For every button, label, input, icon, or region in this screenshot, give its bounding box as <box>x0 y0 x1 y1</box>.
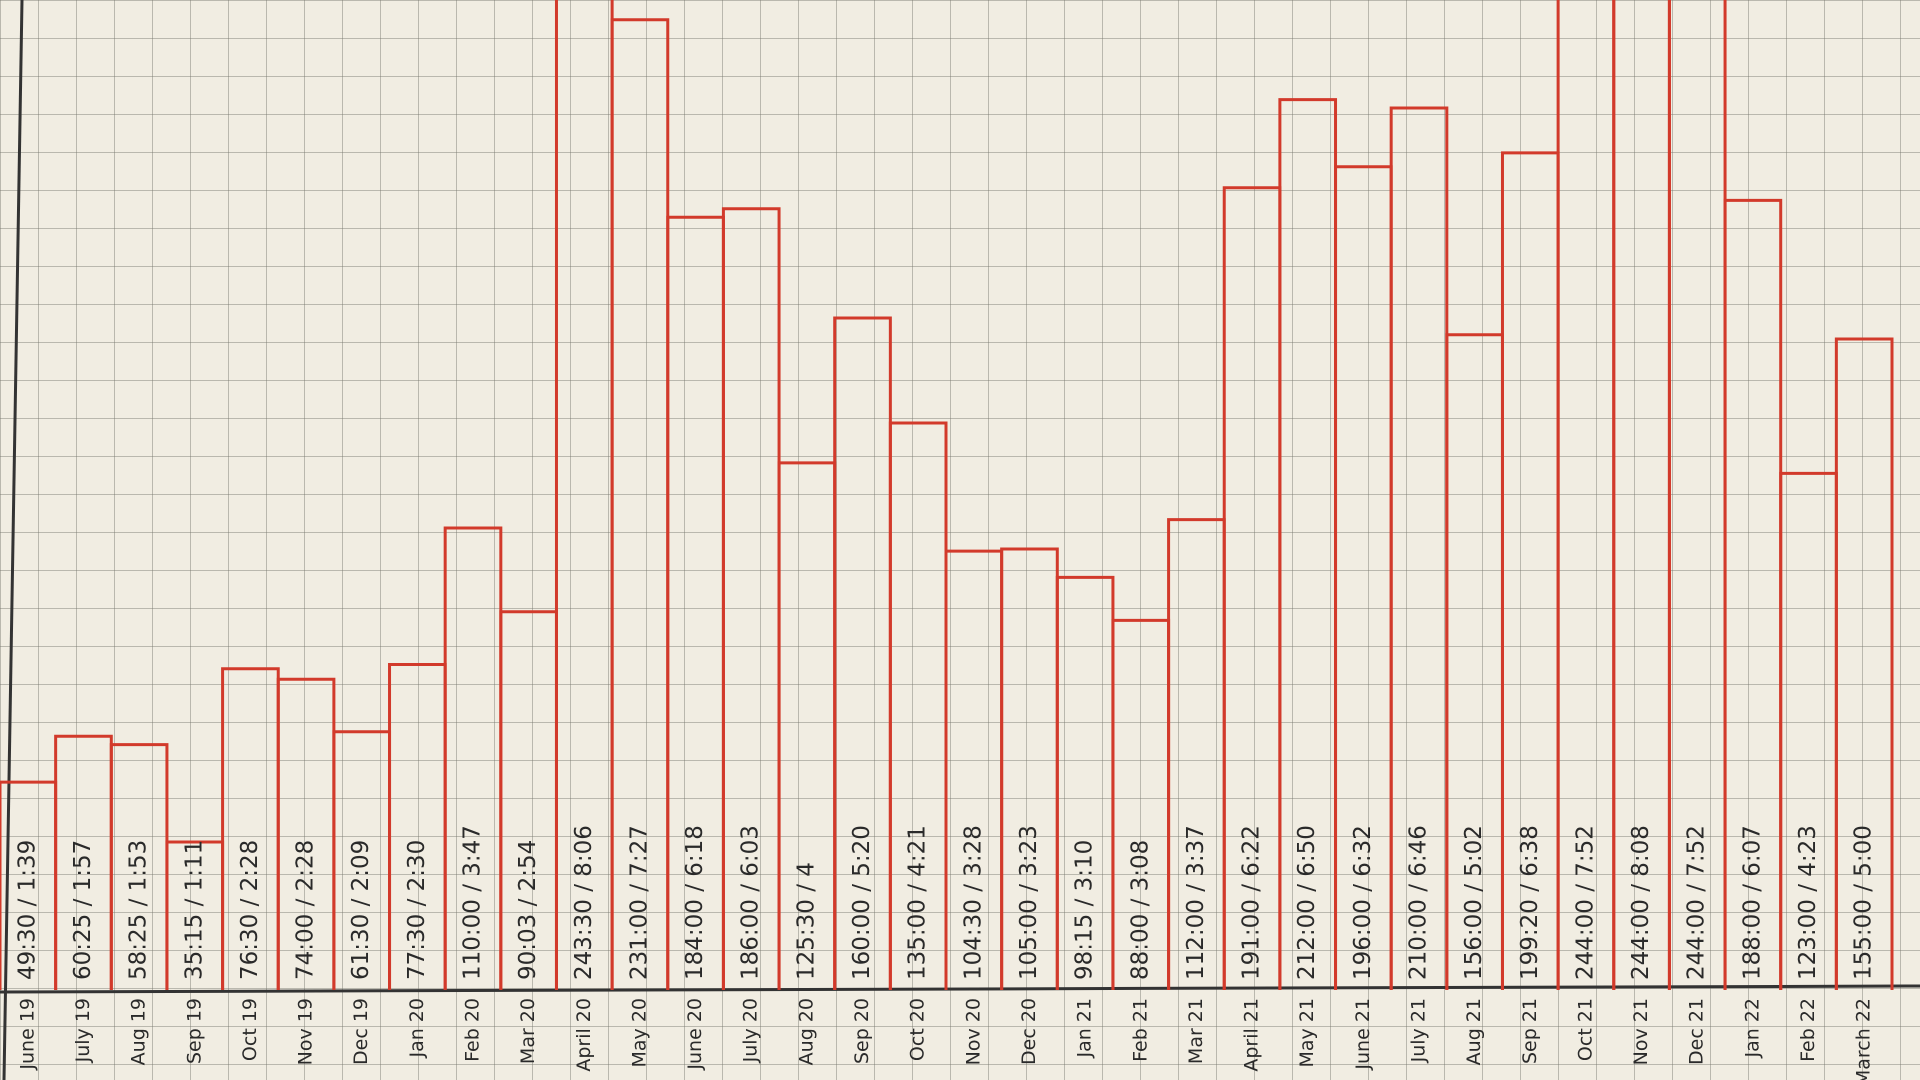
value-label: 104:30 / 3:28 <box>960 825 986 980</box>
value-label: 98:15 / 3:10 <box>1072 840 1098 980</box>
value-label: 244:00 / 7:52 <box>1572 825 1598 980</box>
value-label: 191:00 / 6:22 <box>1239 825 1265 980</box>
value-label: 135:00 / 4:21 <box>905 825 931 980</box>
value-label: 58:25 / 1:53 <box>126 840 152 980</box>
x-tick-label: July 21 <box>1408 998 1430 1063</box>
value-label: 156:00 / 5:02 <box>1461 825 1487 980</box>
value-label: 49:30 / 1:39 <box>14 840 40 980</box>
x-tick-label: April 20 <box>573 998 595 1072</box>
value-label: 244:00 / 7:52 <box>1684 825 1710 980</box>
x-tick-label: Dec 21 <box>1686 998 1708 1065</box>
x-tick-label: Nov 20 <box>962 998 984 1065</box>
value-label: 231:00 / 7:27 <box>626 825 652 980</box>
x-tick-label: Aug 21 <box>1463 998 1485 1065</box>
x-tick-label: June 21 <box>1352 998 1374 1071</box>
x-tick-label: Aug 20 <box>795 998 817 1065</box>
x-tick-label: Jan 20 <box>406 998 428 1059</box>
x-tick-label: Oct 20 <box>907 998 929 1061</box>
x-tick-label: Oct 19 <box>239 998 261 1061</box>
x-tick-label: March 22 <box>1853 998 1875 1080</box>
value-label: 110:00 / 3:47 <box>460 825 486 980</box>
x-tick-label: Nov 21 <box>1630 998 1652 1065</box>
value-label: 243:30 / 8:06 <box>571 825 597 980</box>
value-label: 196:00 / 6:32 <box>1350 825 1376 980</box>
x-tick-label: Jan 21 <box>1074 998 1096 1059</box>
x-tick-label: April 21 <box>1241 998 1263 1072</box>
value-label: 210:00 / 6:46 <box>1406 825 1432 980</box>
value-label: 125:30 / 4 <box>793 862 819 980</box>
value-label: 199:20 / 6:38 <box>1517 825 1543 980</box>
x-tick-label: May 20 <box>628 998 650 1068</box>
value-label: 61:30 / 2:09 <box>348 840 374 980</box>
x-tick-label: Feb 22 <box>1797 998 1819 1062</box>
x-tick-label: May 21 <box>1296 998 1318 1068</box>
x-tick-label: June 19 <box>16 998 38 1071</box>
value-label: 212:00 / 6:50 <box>1294 825 1320 980</box>
x-tick-label: Dec 20 <box>1018 998 1040 1065</box>
x-tick-label: Feb 21 <box>1129 998 1151 1062</box>
value-label: 160:00 / 5:20 <box>849 825 875 980</box>
x-tick-label: July 19 <box>72 998 94 1063</box>
x-tick-label: Oct 21 <box>1574 998 1596 1061</box>
x-tick-label: June 20 <box>684 998 706 1071</box>
value-label: 184:00 / 6:18 <box>682 825 708 980</box>
value-label: 112:00 / 3:37 <box>1183 825 1209 980</box>
value-label: 74:00 / 2:28 <box>293 840 319 980</box>
baseline <box>0 984 1920 994</box>
bar <box>1834 337 1894 990</box>
x-tick-label: July 20 <box>740 998 762 1063</box>
value-label: 105:00 / 3:23 <box>1016 825 1042 980</box>
x-tick-label: Sep 21 <box>1519 998 1541 1064</box>
value-label: 35:15 / 1:11 <box>181 840 207 980</box>
x-tick-label: Sep 19 <box>183 998 205 1064</box>
margin-line <box>2 0 24 1080</box>
x-tick-label: Nov 19 <box>295 998 317 1065</box>
value-label: 77:30 / 2:30 <box>404 840 430 980</box>
x-tick-label: Aug 19 <box>128 998 150 1065</box>
value-label: 90:03 / 2:54 <box>515 840 541 980</box>
value-label: 244:00 / 8:08 <box>1628 825 1654 980</box>
x-tick-label: Dec 19 <box>350 998 372 1065</box>
value-label: 155:00 / 5:00 <box>1851 825 1877 980</box>
x-tick-label: Mar 20 <box>517 998 539 1064</box>
x-tick-label: Sep 20 <box>851 998 873 1064</box>
value-label: 88:00 / 3:08 <box>1127 840 1153 980</box>
x-tick-label: Feb 20 <box>462 998 484 1062</box>
x-tick-label: Mar 21 <box>1185 998 1207 1064</box>
value-label: 186:00 / 6:03 <box>738 825 764 980</box>
value-label: 123:00 / 4:23 <box>1795 825 1821 980</box>
value-label: 76:30 / 2:28 <box>237 840 263 980</box>
value-label: 188:00 / 6:07 <box>1739 825 1765 980</box>
x-tick-label: Jan 22 <box>1741 998 1763 1059</box>
value-label: 60:25 / 1:57 <box>70 840 96 980</box>
